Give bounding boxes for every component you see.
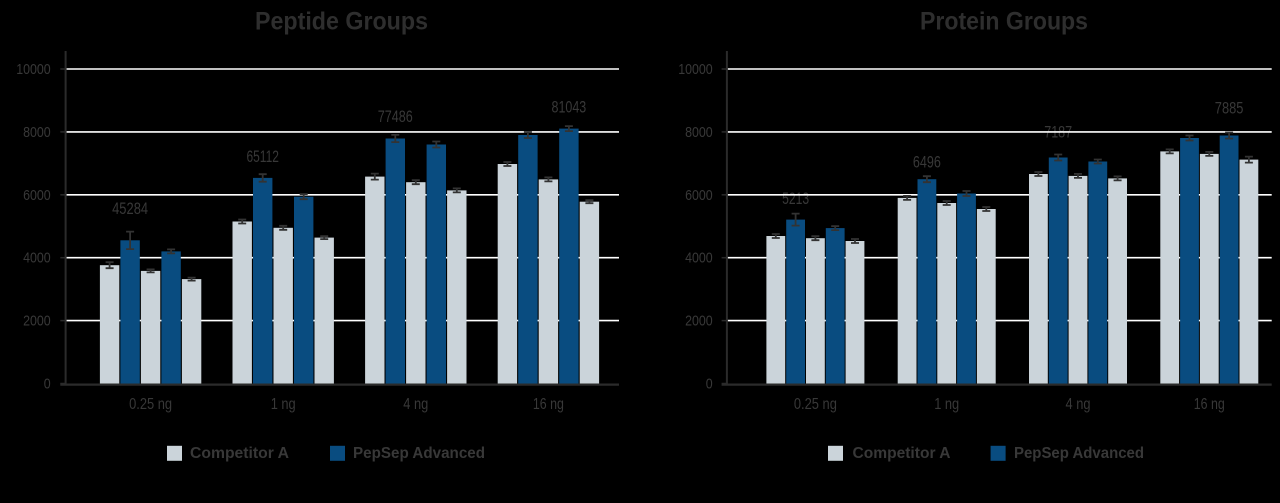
svg-text:0.25 ng: 0.25 ng — [794, 396, 837, 413]
svg-text:8000: 8000 — [23, 124, 51, 141]
svg-text:6496: 6496 — [913, 153, 941, 172]
svg-text:5213: 5213 — [782, 189, 809, 208]
svg-text:Peptide Groups: Peptide Groups — [255, 8, 428, 36]
svg-text:6000: 6000 — [685, 187, 713, 204]
svg-text:7885: 7885 — [1215, 99, 1244, 118]
svg-text:Competitor A: Competitor A — [190, 445, 289, 462]
svg-text:10000: 10000 — [16, 61, 51, 78]
svg-text:45284: 45284 — [112, 199, 148, 218]
svg-text:PepSep Advanced: PepSep Advanced — [353, 445, 485, 462]
svg-text:1 ng: 1 ng — [271, 396, 296, 413]
svg-text:6000: 6000 — [23, 187, 51, 204]
svg-text:8000: 8000 — [685, 124, 713, 141]
svg-text:4000: 4000 — [685, 250, 713, 267]
svg-text:4 ng: 4 ng — [403, 396, 428, 413]
svg-text:10000: 10000 — [678, 61, 713, 78]
svg-text:81043: 81043 — [552, 98, 587, 117]
svg-text:Competitor A: Competitor A — [853, 445, 951, 462]
svg-text:0.25 ng: 0.25 ng — [129, 396, 172, 413]
svg-text:0: 0 — [706, 376, 713, 393]
svg-text:4 ng: 4 ng — [1066, 396, 1091, 413]
svg-text:16 ng: 16 ng — [533, 396, 564, 413]
svg-text:2000: 2000 — [685, 313, 713, 330]
svg-text:1 ng: 1 ng — [934, 396, 959, 413]
svg-text:2000: 2000 — [23, 313, 51, 330]
svg-text:Protein Groups: Protein Groups — [920, 8, 1088, 36]
svg-text:65112: 65112 — [246, 147, 279, 166]
svg-text:0: 0 — [44, 376, 51, 393]
svg-text:4000: 4000 — [23, 250, 51, 267]
svg-text:16 ng: 16 ng — [1194, 396, 1225, 413]
svg-text:77486: 77486 — [378, 107, 413, 126]
svg-text:PepSep Advanced: PepSep Advanced — [1014, 445, 1144, 462]
